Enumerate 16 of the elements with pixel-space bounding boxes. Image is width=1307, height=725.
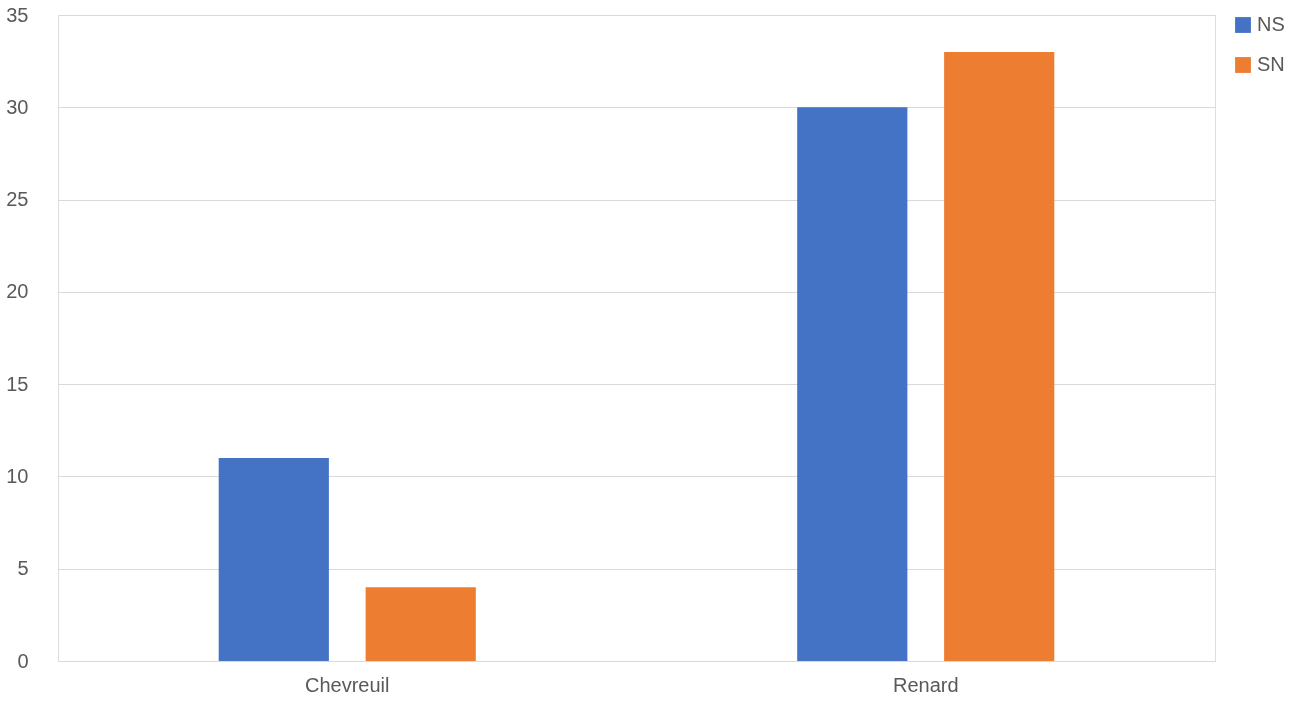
bar <box>365 587 476 661</box>
bar <box>944 51 1055 661</box>
y-tick-label: 10 <box>6 464 29 487</box>
y-tick-label: 35 <box>6 3 29 26</box>
y-tick-label: 25 <box>6 188 29 211</box>
bar <box>218 457 329 661</box>
bar <box>797 107 908 661</box>
legend-label: NS <box>1257 13 1285 35</box>
x-tick-label: Chevreuil <box>305 673 390 696</box>
legend-label: SN <box>1257 53 1285 75</box>
y-tick-label: 5 <box>17 557 29 580</box>
y-tick-label: 20 <box>6 280 29 303</box>
x-tick-label: Renard <box>892 673 959 696</box>
y-tick-label: 30 <box>6 95 29 118</box>
y-tick-label: 0 <box>17 649 29 672</box>
y-tick-label: 15 <box>6 372 29 395</box>
